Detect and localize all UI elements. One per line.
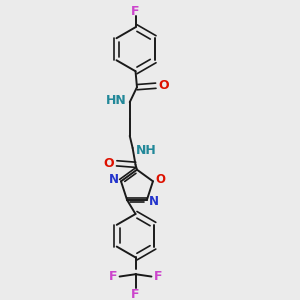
Text: N: N [109, 173, 119, 186]
Text: O: O [159, 79, 169, 92]
Text: O: O [155, 173, 165, 186]
Text: F: F [154, 270, 162, 283]
Text: O: O [103, 157, 114, 170]
Text: F: F [131, 5, 140, 18]
Text: NH: NH [136, 144, 157, 157]
Text: HN: HN [106, 94, 127, 107]
Text: F: F [131, 288, 140, 300]
Text: F: F [109, 270, 118, 283]
Text: N: N [149, 195, 159, 208]
